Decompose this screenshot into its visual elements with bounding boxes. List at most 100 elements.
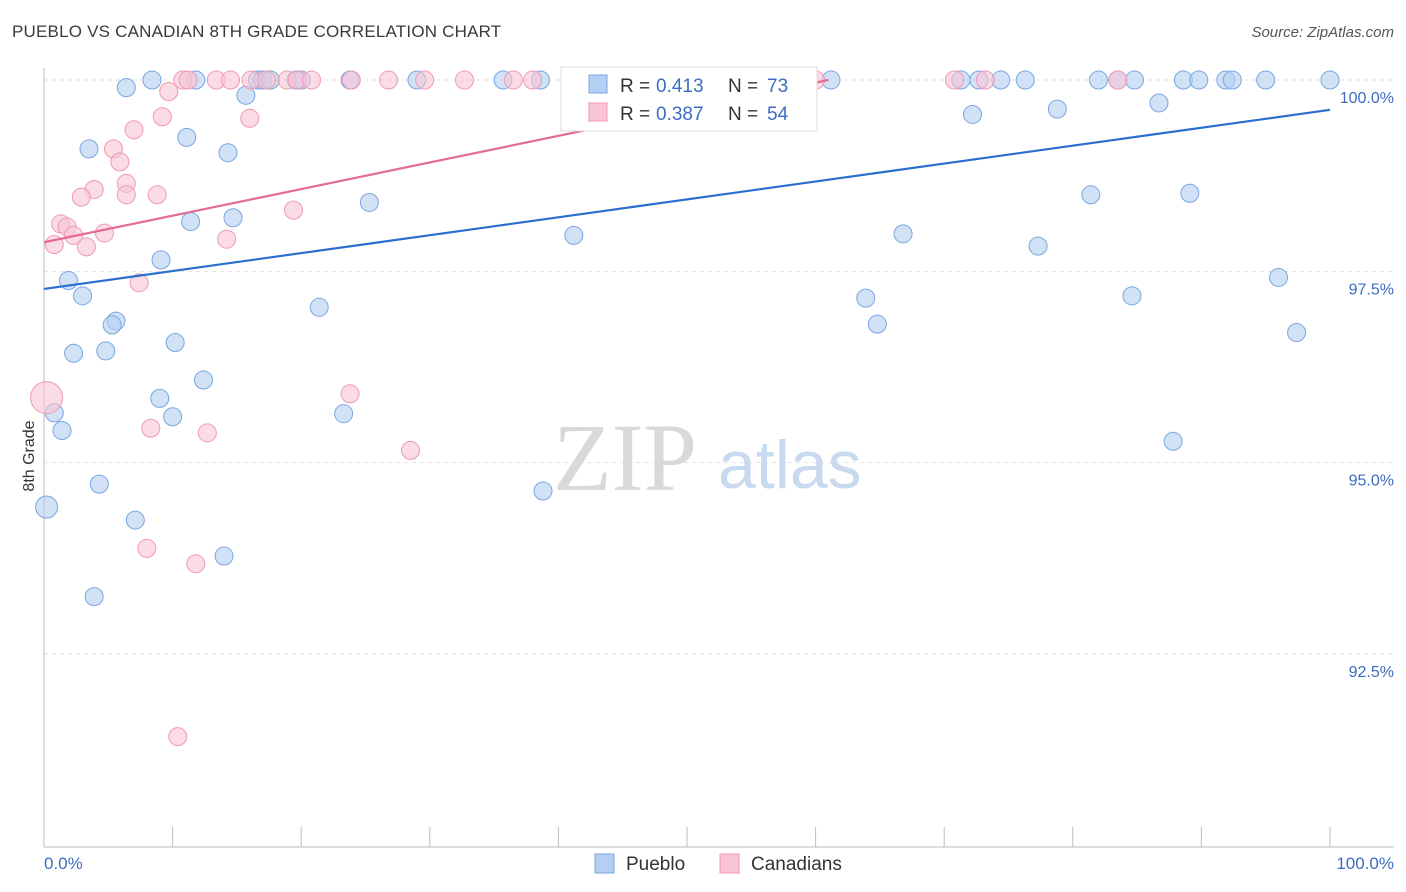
correlation-legend: R = 0.413 N = 73 R = 0.387 N = 54 bbox=[560, 66, 818, 132]
canadians-point bbox=[401, 440, 421, 460]
canadians-point bbox=[340, 384, 360, 404]
pueblo-series bbox=[35, 70, 1340, 607]
legend-r-value-pueblo: 0.413 bbox=[656, 76, 704, 97]
canadians-point bbox=[523, 70, 543, 90]
pueblo-point bbox=[96, 341, 116, 361]
canadians-point bbox=[94, 223, 114, 243]
canadians-point bbox=[71, 187, 91, 207]
pueblo-point bbox=[893, 224, 913, 244]
pueblo-point bbox=[309, 297, 329, 317]
pueblo-point bbox=[151, 250, 171, 270]
pueblo-point bbox=[165, 333, 185, 353]
canadians-point bbox=[124, 120, 144, 140]
pueblo-point bbox=[214, 546, 234, 566]
y-tick-label-2: 97.5% bbox=[1349, 281, 1394, 298]
pueblo-trend-line bbox=[43, 108, 1331, 291]
legend-n-label-canadians: N = bbox=[728, 104, 758, 125]
pueblo-point bbox=[1256, 70, 1276, 90]
canadians-point bbox=[220, 70, 240, 90]
canadians-point bbox=[197, 423, 217, 443]
bottom-legend-swatch-canadians bbox=[719, 853, 740, 874]
canadians-point bbox=[503, 70, 523, 90]
pueblo-point bbox=[89, 474, 109, 494]
canadians-point bbox=[116, 185, 136, 205]
pueblo-point bbox=[962, 104, 982, 124]
pueblo-point bbox=[150, 388, 170, 408]
pueblo-point bbox=[1149, 93, 1169, 113]
pueblo-point bbox=[79, 139, 99, 159]
pueblo-point bbox=[1047, 99, 1067, 119]
canadians-point bbox=[110, 152, 130, 172]
pueblo-point bbox=[1320, 70, 1340, 90]
canadians-point bbox=[379, 70, 399, 90]
canadians-point bbox=[283, 200, 303, 220]
pueblo-point bbox=[163, 407, 183, 427]
canadians-point bbox=[217, 229, 237, 249]
pueblo-point bbox=[564, 225, 584, 245]
canadians-point bbox=[178, 70, 198, 90]
y-tick-label-0: 92.5% bbox=[1349, 664, 1394, 681]
y-axis-title: 8th Grade bbox=[21, 420, 38, 491]
bottom-legend-swatch-pueblo bbox=[594, 853, 615, 874]
pueblo-point bbox=[1180, 183, 1200, 203]
canadians-point bbox=[137, 538, 157, 558]
pueblo-point bbox=[177, 127, 197, 147]
y-tick-label-3: 100.0% bbox=[1340, 90, 1394, 107]
axes bbox=[43, 68, 1394, 848]
legend-n-value-canadians: 54 bbox=[767, 104, 789, 125]
pueblo-point bbox=[1028, 236, 1048, 256]
pueblo-point bbox=[1081, 185, 1101, 205]
pueblo-point bbox=[116, 78, 136, 98]
legend-n-label-pueblo: N = bbox=[728, 76, 758, 97]
canadians-point bbox=[76, 237, 96, 257]
pueblo-point bbox=[64, 343, 84, 363]
canadians-point bbox=[30, 381, 64, 415]
canadians-point bbox=[186, 554, 206, 574]
pueblo-point bbox=[84, 587, 104, 607]
pueblo-point bbox=[1189, 70, 1209, 90]
y-tick-labels: 92.5% 95.0% 97.5% 100.0% bbox=[1340, 90, 1394, 681]
pueblo-point bbox=[359, 192, 379, 212]
canadians-point bbox=[129, 273, 149, 293]
pueblo-point bbox=[102, 315, 122, 335]
pueblo-point bbox=[533, 481, 553, 501]
canadians-point bbox=[975, 70, 995, 90]
canadians-point bbox=[1108, 70, 1128, 90]
canadians-point bbox=[168, 727, 188, 747]
pueblo-point bbox=[125, 510, 145, 530]
legend-r-label-pueblo: R = bbox=[620, 76, 650, 97]
series-legend: Pueblo Canadians bbox=[594, 853, 842, 875]
canadians-point bbox=[152, 107, 172, 127]
grid-lines bbox=[44, 79, 1394, 655]
canadians-point bbox=[256, 70, 276, 90]
pueblo-point bbox=[1125, 70, 1145, 90]
source-credit: Source: ZipAtlas.com bbox=[1251, 24, 1394, 41]
pueblo-point bbox=[1122, 286, 1142, 306]
legend-swatch-pueblo bbox=[588, 74, 608, 94]
legend-r-value-canadians: 0.387 bbox=[656, 104, 704, 125]
legend-r-label-canadians: R = bbox=[620, 104, 650, 125]
pueblo-point bbox=[142, 70, 162, 90]
canadians-point bbox=[240, 108, 260, 128]
pueblo-point bbox=[193, 370, 213, 390]
y-tick-label-1: 95.0% bbox=[1349, 473, 1394, 490]
pueblo-point bbox=[35, 495, 59, 519]
pueblo-point bbox=[856, 288, 876, 308]
watermark-zip: ZIP bbox=[553, 404, 697, 511]
pueblo-point bbox=[1015, 70, 1035, 90]
canadians-point bbox=[159, 81, 179, 101]
pueblo-point bbox=[73, 286, 93, 306]
watermark-atlas: atlas bbox=[718, 427, 862, 503]
pueblo-point bbox=[1222, 70, 1242, 90]
legend-swatch-canadians bbox=[588, 102, 608, 122]
pueblo-point bbox=[867, 314, 887, 334]
canadians-point bbox=[944, 70, 964, 90]
canadians-point bbox=[147, 185, 167, 205]
pueblo-point bbox=[1269, 267, 1289, 287]
x-tick-label-1: 100.0% bbox=[1336, 854, 1394, 873]
x-tick-label-0: 0.0% bbox=[44, 854, 83, 873]
canadians-point bbox=[341, 70, 361, 90]
pueblo-point bbox=[52, 421, 72, 441]
pueblo-point bbox=[218, 143, 238, 163]
